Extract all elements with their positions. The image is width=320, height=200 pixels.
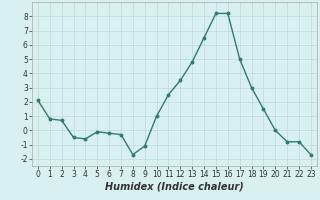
X-axis label: Humidex (Indice chaleur): Humidex (Indice chaleur) bbox=[105, 182, 244, 192]
